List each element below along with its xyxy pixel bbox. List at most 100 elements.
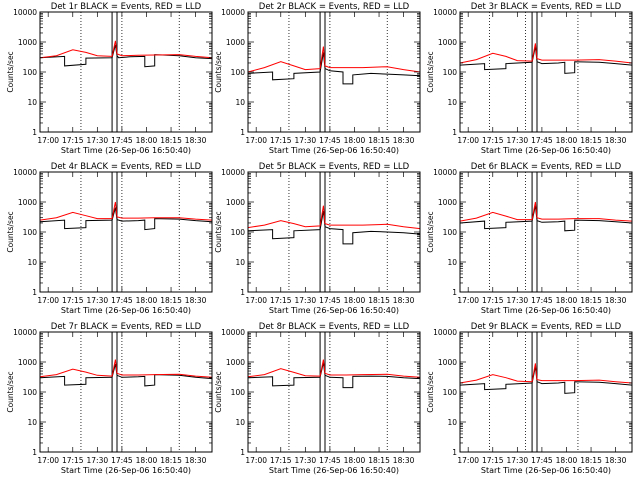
x-tick-label: 18:30 [185, 296, 207, 305]
x-tick-label: 18:00 [344, 456, 366, 465]
y-tick-label: 1000 [18, 38, 37, 47]
y-tick-label: 1000 [226, 38, 245, 47]
x-tick-label: 17:15 [62, 136, 84, 145]
x-tick-label: 18:00 [556, 136, 578, 145]
x-tick-label: 17:30 [295, 456, 317, 465]
y-tick-label: 1000 [18, 358, 37, 367]
x-tick-label: 17:30 [295, 136, 317, 145]
chart-panel-6: Det 6r BLACK = Events, RED = LLD 1 10 100 10… [426, 162, 633, 315]
chart-title: Det 8r BLACK = Events, RED = LLD [259, 322, 410, 332]
plot-frame [459, 11, 633, 133]
x-tick-label: 18:00 [344, 296, 366, 305]
y-axis-label: Counts/sec [6, 51, 15, 92]
x-tick-label: 18:30 [605, 136, 627, 145]
plot-frame [459, 171, 633, 293]
y-tick-label: 100 [443, 228, 458, 237]
x-tick-label: 18:00 [136, 296, 158, 305]
x-tick-label: 17:30 [507, 456, 529, 465]
x-tick-label: 18:15 [580, 136, 602, 145]
y-tick-label: 100 [231, 68, 246, 77]
x-tick-label: 18:15 [160, 296, 182, 305]
x-tick-label: 17:00 [37, 136, 59, 145]
x-axis-label: Start Time (26-Sep-06 16:50:40) [481, 306, 611, 315]
chart-panel-1: Det 1r BLACK = Events, RED = LLD 1 10 100 10… [6, 2, 213, 155]
chart-panel-4: Det 4r BLACK = Events, RED = LLD 1 10 100 10… [6, 162, 213, 315]
y-axis-label: Counts/sec [214, 211, 223, 252]
x-tick-label: 17:15 [482, 136, 504, 145]
x-tick-label: 17:45 [319, 456, 341, 465]
x-tick-label: 18:15 [160, 136, 182, 145]
x-tick-label: 17:15 [482, 296, 504, 305]
plot-frame [247, 11, 421, 133]
x-tick-label: 17:15 [482, 456, 504, 465]
x-tick-label: 17:00 [457, 296, 479, 305]
lld-series-line [459, 201, 633, 222]
x-tick-label: 18:00 [344, 136, 366, 145]
lld-series-line [39, 201, 213, 221]
y-tick-label: 100 [23, 388, 38, 397]
chart-panel-7: Det 7r BLACK = Events, RED = LLD 1 10 100 10… [6, 322, 213, 475]
y-axis-label: Counts/sec [426, 371, 435, 412]
x-axis-label: Start Time (26-Sep-06 16:50:40) [61, 146, 191, 155]
chart-panel-8: Det 8r BLACK = Events, RED = LLD 1 10 100 10… [214, 322, 421, 475]
x-tick-label: 17:00 [457, 456, 479, 465]
chart-title: Det 5r BLACK = Events, RED = LLD [259, 162, 410, 172]
y-tick-label: 10 [447, 98, 457, 107]
y-tick-label: 10000 [13, 168, 37, 177]
x-tick-label: 17:45 [111, 296, 133, 305]
y-tick-label: 10 [27, 98, 37, 107]
chart-panel-9: Det 9r BLACK = Events, RED = LLD 1 10 100 10… [426, 322, 633, 475]
chart-title: Det 7r BLACK = Events, RED = LLD [51, 322, 202, 332]
x-tick-label: 18:30 [393, 136, 415, 145]
y-axis-label: Counts/sec [6, 371, 15, 412]
y-tick-label: 10 [27, 418, 37, 427]
x-axis-label: Start Time (26-Sep-06 16:50:40) [481, 466, 611, 475]
y-tick-label: 100 [23, 228, 38, 237]
x-axis-label: Start Time (26-Sep-06 16:50:40) [269, 466, 399, 475]
x-tick-label: 17:45 [111, 456, 133, 465]
x-tick-label: 18:30 [605, 296, 627, 305]
x-tick-label: 17:15 [62, 296, 84, 305]
y-tick-label: 1 [240, 128, 245, 137]
y-tick-label: 1 [32, 128, 37, 137]
y-axis-label: Counts/sec [426, 211, 435, 252]
x-axis-label: Start Time (26-Sep-06 16:50:40) [61, 306, 191, 315]
x-tick-label: 17:30 [507, 136, 529, 145]
x-tick-label: 17:15 [270, 296, 292, 305]
y-tick-label: 10 [447, 258, 457, 267]
chart-panel-5: Det 5r BLACK = Events, RED = LLD 1 10 100 10… [214, 162, 421, 315]
x-tick-label: 18:30 [393, 456, 415, 465]
y-tick-label: 1000 [226, 198, 245, 207]
y-tick-label: 1000 [438, 358, 457, 367]
lld-series-line [39, 40, 213, 59]
y-tick-label: 10 [235, 98, 245, 107]
y-tick-label: 10 [447, 418, 457, 427]
x-tick-label: 17:45 [531, 136, 553, 145]
y-tick-label: 100 [443, 68, 458, 77]
x-tick-label: 17:30 [507, 296, 529, 305]
x-tick-label: 17:30 [87, 136, 109, 145]
x-tick-label: 18:30 [185, 456, 207, 465]
y-tick-label: 100 [23, 68, 38, 77]
events-series-line [459, 46, 633, 74]
lld-series-line [247, 359, 421, 378]
plot-frame [39, 11, 213, 133]
x-tick-label: 18:30 [393, 296, 415, 305]
x-tick-label: 17:15 [270, 456, 292, 465]
x-tick-label: 18:30 [605, 456, 627, 465]
x-axis-label: Start Time (26-Sep-06 16:50:40) [481, 146, 611, 155]
chart-title: Det 1r BLACK = Events, RED = LLD [51, 2, 202, 12]
y-axis-label: Counts/sec [214, 51, 223, 92]
y-tick-label: 10000 [221, 168, 245, 177]
y-tick-label: 10000 [221, 8, 245, 17]
x-tick-label: 17:45 [111, 136, 133, 145]
y-tick-label: 10000 [13, 8, 37, 17]
x-tick-label: 17:45 [319, 136, 341, 145]
x-tick-label: 17:30 [87, 456, 109, 465]
events-series-line [247, 210, 421, 245]
x-tick-label: 18:15 [580, 296, 602, 305]
x-tick-label: 17:45 [531, 296, 553, 305]
y-tick-label: 10000 [433, 168, 457, 177]
chart-title: Det 9r BLACK = Events, RED = LLD [471, 322, 622, 332]
